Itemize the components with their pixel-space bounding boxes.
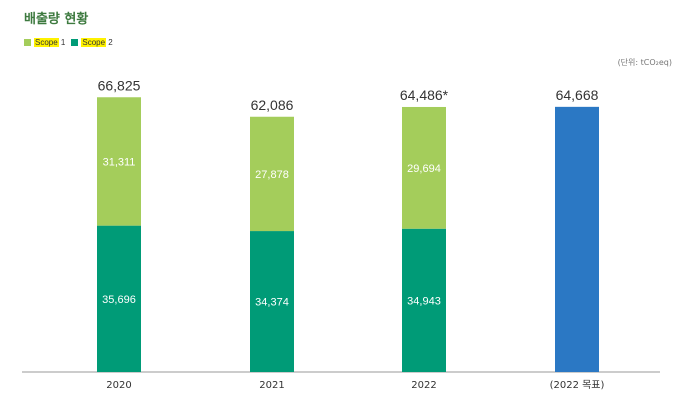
bar-scope1-2021 [250,116,294,232]
x-tick-label-3: (2022 목표) [550,379,605,391]
bar-scope2-2020 [97,225,141,372]
legend-swatch-scope1 [24,39,31,46]
data-label-scope1-2021: 27,878 [255,169,289,181]
x-tick-label-1: 2021 [259,380,284,391]
total-label-target: 64,668 [556,87,599,103]
data-label-scope1-2020: 31,311 [103,156,136,168]
x-tick-label-0: 2020 [106,380,131,391]
legend-label-scope1-num: 1 [60,38,66,47]
legend-swatch-scope2 [71,39,79,46]
bar-scope2-2022 [402,228,446,372]
total-label-2021: 62,086 [251,97,294,113]
bar-scope2-2021 [250,231,294,372]
bar-scope1-2022 [402,106,446,229]
total-label-2022: 64,486* [400,87,449,103]
bar-target-2022 [555,106,599,372]
bar-scope1-2020 [97,97,141,226]
chart-title: 배출량 현황 [24,12,89,27]
data-label-scope2-2022: 34,943 [407,295,441,307]
legend-item-scope1: Scope 1 [24,38,65,47]
legend: Scope 1 Scope 2 [24,38,119,47]
legend-item-scope2: Scope 2 [71,38,113,47]
data-label-scope2-2021: 34,374 [255,297,289,309]
legend-label-scope1-name: Scope [34,38,59,47]
data-label-scope1-2022: 29,694 [407,163,441,175]
x-tick-label-2: 2022 [411,380,436,391]
total-label-2020: 66,825 [98,77,141,93]
legend-label-scope2-num: 2 [108,38,113,47]
legend-label-scope2-name: Scope [81,38,107,47]
unit-label: (단위: tCO₂eq) [617,58,672,67]
data-label-scope2-2020: 35,696 [102,294,136,306]
